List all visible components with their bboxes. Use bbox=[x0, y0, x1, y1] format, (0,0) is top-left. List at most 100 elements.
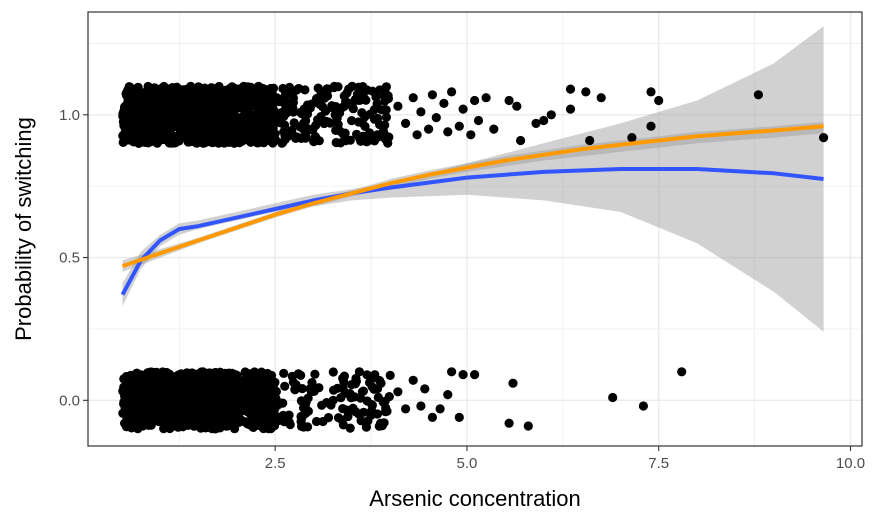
data-point bbox=[205, 393, 215, 403]
data-point bbox=[466, 130, 476, 140]
data-point bbox=[819, 133, 829, 143]
data-point bbox=[348, 403, 358, 413]
data-point bbox=[489, 124, 499, 134]
data-point bbox=[412, 130, 422, 140]
data-point bbox=[341, 96, 351, 107]
data-point bbox=[119, 397, 129, 407]
data-point bbox=[381, 112, 391, 122]
data-point bbox=[254, 136, 264, 146]
data-point bbox=[226, 394, 236, 405]
data-point bbox=[504, 95, 514, 106]
data-point bbox=[447, 367, 457, 377]
data-point bbox=[230, 379, 240, 389]
data-point bbox=[207, 412, 217, 422]
data-point bbox=[230, 137, 240, 147]
data-point bbox=[431, 113, 441, 123]
data-point bbox=[336, 393, 346, 403]
data-point bbox=[267, 370, 277, 381]
data-point bbox=[248, 422, 258, 432]
data-point bbox=[581, 87, 591, 97]
data-point bbox=[313, 83, 323, 93]
data-point bbox=[129, 400, 139, 410]
data-point bbox=[253, 101, 263, 111]
data-point bbox=[211, 88, 221, 98]
data-point bbox=[355, 393, 366, 403]
data-point bbox=[470, 370, 480, 380]
data-point bbox=[162, 123, 172, 133]
data-point bbox=[443, 390, 453, 400]
data-point bbox=[204, 386, 214, 396]
data-point bbox=[214, 378, 224, 388]
data-point bbox=[218, 116, 228, 126]
data-point bbox=[170, 402, 180, 412]
data-point bbox=[165, 423, 175, 434]
data-point bbox=[677, 367, 687, 377]
data-point bbox=[166, 393, 176, 403]
data-point bbox=[128, 383, 138, 393]
data-point bbox=[244, 135, 254, 145]
data-point bbox=[152, 396, 162, 406]
data-point bbox=[427, 90, 437, 100]
data-point bbox=[523, 421, 533, 431]
data-point bbox=[302, 100, 313, 110]
data-point bbox=[122, 415, 132, 425]
x-axis-title: Arsenic concentration bbox=[369, 486, 581, 511]
data-point bbox=[305, 125, 315, 135]
data-point bbox=[120, 103, 130, 113]
data-point bbox=[166, 381, 176, 391]
data-point bbox=[183, 124, 193, 135]
data-point bbox=[420, 384, 430, 394]
data-point bbox=[333, 413, 344, 423]
data-point bbox=[408, 375, 418, 385]
data-point bbox=[271, 411, 281, 422]
data-point bbox=[258, 378, 269, 388]
data-point bbox=[319, 118, 329, 129]
data-point bbox=[312, 94, 322, 104]
data-point bbox=[168, 89, 178, 99]
data-point bbox=[256, 399, 266, 409]
data-point bbox=[380, 96, 390, 106]
data-point bbox=[393, 387, 403, 397]
data-point bbox=[146, 107, 156, 117]
data-point bbox=[351, 373, 361, 384]
data-point bbox=[280, 381, 290, 391]
data-point bbox=[121, 422, 132, 432]
data-point bbox=[223, 412, 233, 422]
data-point bbox=[369, 136, 380, 146]
data-point bbox=[130, 102, 140, 112]
data-point bbox=[118, 131, 128, 141]
data-point bbox=[158, 88, 169, 98]
data-point bbox=[149, 378, 159, 388]
data-point bbox=[384, 392, 394, 402]
data-point bbox=[416, 401, 426, 411]
data-point bbox=[284, 417, 294, 427]
fit-lines bbox=[120, 124, 824, 296]
data-point bbox=[169, 413, 179, 423]
data-point bbox=[531, 118, 541, 128]
data-point bbox=[200, 110, 210, 121]
data-point bbox=[148, 370, 158, 380]
data-point bbox=[182, 368, 192, 378]
data-point bbox=[183, 420, 193, 430]
data-point bbox=[150, 115, 160, 125]
data-point bbox=[272, 93, 282, 103]
data-point bbox=[338, 373, 348, 383]
data-point bbox=[197, 368, 207, 378]
data-point bbox=[278, 398, 288, 408]
data-point bbox=[194, 385, 204, 395]
data-point bbox=[121, 88, 131, 99]
data-point bbox=[408, 93, 418, 103]
data-point bbox=[172, 387, 182, 397]
confidence-ribbon-2 bbox=[122, 121, 824, 272]
data-point bbox=[180, 412, 190, 422]
data-point bbox=[137, 104, 147, 114]
data-point bbox=[435, 404, 445, 414]
data-point bbox=[297, 384, 307, 394]
data-point bbox=[201, 406, 211, 416]
data-point bbox=[328, 367, 338, 377]
data-point bbox=[201, 128, 211, 138]
data-point bbox=[226, 126, 236, 136]
data-point bbox=[195, 96, 205, 106]
data-point bbox=[194, 399, 204, 409]
